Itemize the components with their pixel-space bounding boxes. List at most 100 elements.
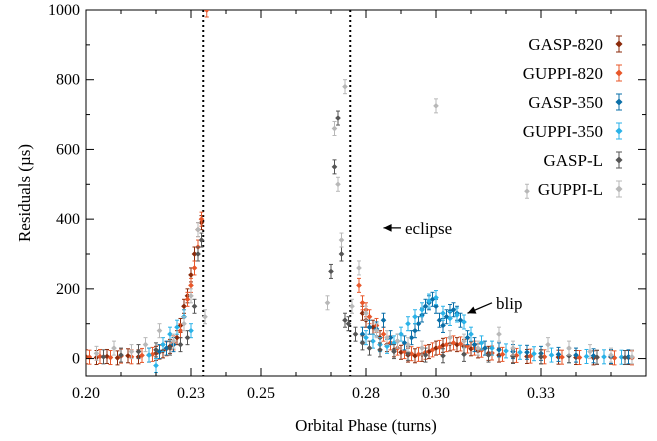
data-point [450, 340, 457, 346]
data-point [450, 306, 457, 313]
data-point [478, 340, 485, 346]
data-point [622, 354, 628, 361]
data-point [111, 345, 117, 351]
data-point [419, 345, 425, 351]
data-point [461, 319, 467, 325]
annotation-label: eclipse [405, 219, 452, 238]
legend-marker [615, 98, 623, 106]
data-point [387, 334, 394, 341]
annotations: eclipse blip [383, 219, 522, 314]
data-point [359, 340, 366, 346]
data-point [433, 294, 439, 301]
data-point [429, 347, 436, 353]
data-point [153, 347, 159, 353]
data-point [489, 345, 495, 351]
annotation-label: blip [496, 294, 522, 313]
data-point [545, 341, 551, 348]
data-point [107, 354, 114, 361]
y-tick-label: 800 [56, 72, 80, 89]
data-point [405, 320, 411, 327]
data-point [440, 310, 446, 317]
x-tick-label: 0.30 [422, 385, 450, 402]
data-point [422, 303, 429, 310]
data-point [359, 299, 366, 306]
data-point [174, 324, 180, 331]
data-point [174, 334, 180, 341]
data-point [377, 347, 383, 353]
data-point [324, 299, 331, 306]
legend-label: GASP-350 [528, 93, 603, 112]
data-point [391, 348, 397, 355]
series-guppi-350 [146, 290, 625, 374]
data-point [342, 83, 348, 90]
data-point [412, 327, 418, 334]
data-point [601, 354, 607, 360]
x-axis-label: Orbital Phase (turns) [295, 416, 437, 435]
data-point [436, 317, 443, 324]
data-point [541, 354, 548, 360]
data-point [380, 331, 387, 337]
data-point [464, 334, 471, 341]
data-point [177, 341, 184, 348]
data-point [447, 315, 453, 322]
data-point [359, 310, 366, 317]
data-point [156, 327, 163, 334]
data-point [499, 351, 506, 358]
data-point [457, 341, 464, 347]
legend-marker [615, 127, 623, 135]
data-point [342, 317, 348, 324]
data-point [380, 317, 387, 324]
data-point [583, 353, 590, 360]
data-point [118, 352, 124, 358]
data-point [548, 352, 555, 358]
data-point [415, 351, 422, 358]
data-point [422, 352, 429, 358]
y-axis-label: Residuals (µs) [15, 144, 34, 242]
legend-marker [615, 156, 623, 164]
data-point [195, 251, 201, 257]
data-point [527, 353, 534, 359]
data-point [566, 345, 572, 351]
data-point [202, 313, 208, 320]
data-point [366, 313, 373, 320]
data-point [461, 351, 467, 358]
data-point [394, 338, 401, 344]
data-point [142, 341, 149, 348]
data-point [405, 341, 411, 348]
series-layer [86, 10, 635, 374]
data-point [328, 268, 334, 275]
data-point [146, 352, 152, 358]
data-point [363, 310, 369, 317]
data-point [510, 345, 516, 351]
data-point [517, 349, 523, 356]
y-tick-label: 1000 [48, 2, 80, 19]
data-point [436, 344, 443, 351]
x-tick-label: 0.33 [527, 385, 555, 402]
y-tick-label: 200 [56, 281, 80, 298]
data-point [373, 327, 380, 334]
data-point [618, 354, 625, 361]
data-point [440, 352, 446, 359]
data-point [184, 296, 191, 303]
data-point [198, 237, 205, 243]
data-point [356, 282, 362, 289]
data-point [415, 320, 422, 327]
legend-marker [615, 40, 623, 48]
data-point [188, 327, 194, 334]
series-gasp-l [100, 110, 628, 366]
data-point [587, 348, 593, 355]
data-point [482, 345, 488, 351]
data-point [496, 331, 502, 337]
legend-label: GUPPI-350 [523, 122, 603, 141]
data-point [468, 331, 474, 337]
data-point [188, 282, 194, 289]
data-point [198, 216, 205, 222]
x-tick-label: 0.28 [352, 385, 380, 402]
data-point [160, 341, 166, 348]
legend-label: GUPPI-820 [523, 64, 603, 83]
data-point [433, 103, 439, 109]
data-point [426, 298, 432, 304]
data-point [608, 352, 614, 358]
data-point [531, 350, 537, 357]
